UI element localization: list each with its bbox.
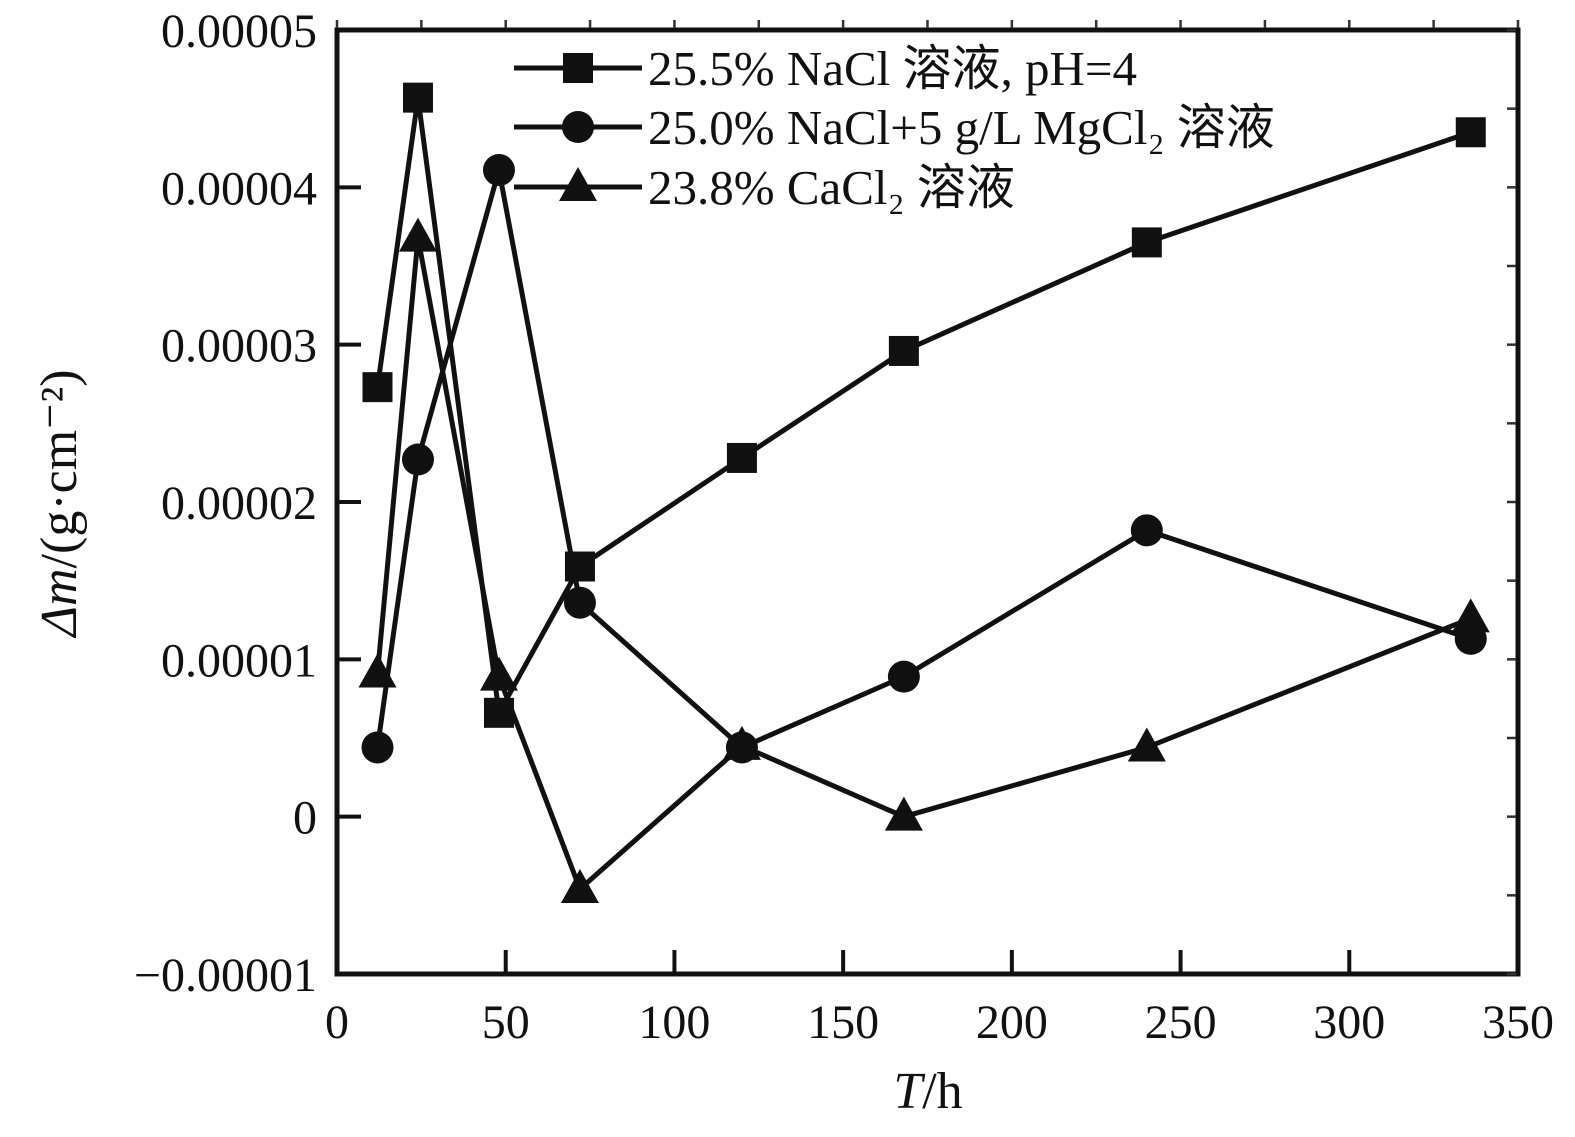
axes-frame: [334, 27, 1521, 977]
data-point-triangle: [559, 167, 597, 201]
data-point-square: [1455, 117, 1486, 148]
data-point-triangle: [358, 653, 397, 688]
x-tick-label: 350: [1482, 996, 1554, 1049]
data-point-triangle: [1451, 598, 1490, 633]
legend-key-square: [514, 53, 642, 83]
y-tick-label: 0.00003: [161, 320, 317, 373]
legend-label: 25.5% NaCl 溶液, pH=4: [648, 41, 1137, 96]
legend: 25.5% NaCl 溶液, pH=4 25.0% NaCl+5 g/L MgC…: [514, 41, 1275, 215]
data-point-triangle: [398, 217, 437, 252]
data-point-circle: [482, 154, 515, 187]
data-point-triangle: [722, 725, 761, 760]
y-tick-label: 0.00002: [161, 477, 317, 530]
y-tick-label: 0: [293, 792, 317, 845]
x-tick-label: 250: [1145, 996, 1217, 1049]
y-tick-label: −0.00001: [134, 949, 317, 1002]
series-triangle: [358, 217, 1490, 904]
data-point-triangle: [1127, 727, 1166, 762]
x-axis-label: T/h: [893, 1063, 962, 1120]
y-tick-label: 0.00004: [161, 162, 317, 215]
data-point-triangle: [479, 656, 518, 691]
legend-item-nacl-mgcl2: 25.0% NaCl+5 g/L MgCl₂ 溶液: [514, 100, 1275, 155]
axis-ticks: [335, 20, 1520, 976]
data-point-circle: [563, 586, 596, 619]
data-point-square: [563, 53, 593, 83]
x-tick-label: 50: [482, 996, 530, 1049]
data-point-circle: [1130, 514, 1163, 547]
data-point-square: [726, 442, 757, 473]
data-point-triangle: [560, 869, 599, 904]
data-point-circle: [401, 443, 434, 476]
data-point-triangle: [884, 796, 923, 831]
data-series: [358, 82, 1490, 904]
y-tick-label: 0.00005: [161, 5, 317, 58]
x-tick-label: 0: [325, 996, 349, 1049]
y-axis-label: Δm/(g·cm⁻²): [31, 369, 88, 638]
series-line-2: [375, 237, 1472, 894]
data-point-square: [362, 372, 393, 403]
series-line-1: [375, 169, 1472, 751]
x-tick-label: 100: [638, 996, 710, 1049]
legend-key-circle: [514, 111, 642, 143]
data-point-square: [402, 82, 433, 113]
legend-label: 25.0% NaCl+5 g/L MgCl₂ 溶液: [648, 100, 1275, 155]
data-point-circle: [887, 660, 920, 693]
data-point-circle: [562, 111, 594, 143]
y-tick-label: 0.00001: [161, 634, 317, 687]
data-point-circle: [361, 731, 394, 764]
series-square: [362, 82, 1486, 728]
data-point-square: [888, 335, 919, 366]
axis-tick-labels: 0 50 100 150 200 250 300 350−0.0000100.000010.0…: [134, 5, 1554, 1049]
plot-border: [334, 27, 1521, 977]
legend-item-nacl-ph4: 25.5% NaCl 溶液, pH=4: [514, 41, 1137, 96]
x-tick-label: 150: [807, 996, 879, 1049]
series-circle: [361, 154, 1487, 764]
x-tick-label: 200: [976, 996, 1048, 1049]
x-tick-label: 300: [1313, 996, 1385, 1049]
legend-item-cacl2: 23.8% CaCl₂ 溶液: [514, 160, 1015, 215]
series-line-0: [375, 97, 1472, 721]
legend-label: 23.8% CaCl₂ 溶液: [648, 160, 1015, 215]
legend-key-triangle: [514, 167, 642, 201]
data-point-square: [1131, 227, 1162, 258]
